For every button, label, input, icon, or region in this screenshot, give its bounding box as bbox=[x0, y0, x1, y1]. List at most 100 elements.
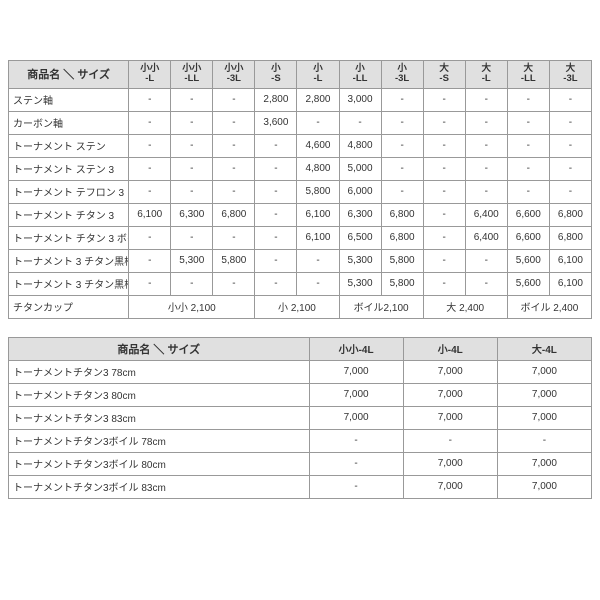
price-cell: - bbox=[507, 88, 549, 111]
price-cell: 5,300 bbox=[339, 272, 381, 295]
price-cell: - bbox=[423, 134, 465, 157]
price-cell: - bbox=[297, 249, 339, 272]
price-cell: - bbox=[213, 88, 255, 111]
size-col: 小-4L bbox=[403, 337, 497, 360]
row-label: トーナメントチタン3 83cm bbox=[9, 406, 310, 429]
price-cell: 6,800 bbox=[549, 203, 591, 226]
price-cell: - bbox=[549, 88, 591, 111]
price-cell: 7,000 bbox=[309, 406, 403, 429]
row-label: ステン軸 bbox=[9, 88, 129, 111]
price-cell: 7,000 bbox=[497, 383, 591, 406]
table-row: トーナメントチタン3 78cm7,0007,0007,000 bbox=[9, 360, 592, 383]
price-cell: 5,300 bbox=[339, 249, 381, 272]
price-cell: 5,000 bbox=[339, 157, 381, 180]
price-cell: 7,000 bbox=[403, 360, 497, 383]
price-cell: 4,800 bbox=[339, 134, 381, 157]
price-cell: 6,400 bbox=[465, 226, 507, 249]
price-table-2: 商品名 ＼ サイズ 小小-4L 小-4L 大-4L トーナメントチタン3 78c… bbox=[8, 337, 592, 499]
size-col: 小-L bbox=[297, 61, 339, 89]
price-cell: 3,000 bbox=[339, 88, 381, 111]
price-cell: - bbox=[381, 111, 423, 134]
price-cell: - bbox=[423, 111, 465, 134]
price-cell: - bbox=[465, 134, 507, 157]
price-cell: - bbox=[423, 249, 465, 272]
header-row: 商品名 ＼ サイズ 小小-L 小小-LL 小小-3L 小-S 小-L 小-LL … bbox=[9, 61, 592, 89]
table-row: トーナメントチタン3ボイル 80cm-7,0007,000 bbox=[9, 452, 592, 475]
size-col: 小-LL bbox=[339, 61, 381, 89]
price-cell: - bbox=[213, 157, 255, 180]
size-col: 大-4L bbox=[497, 337, 591, 360]
price-cell: - bbox=[423, 180, 465, 203]
price-cell: - bbox=[465, 157, 507, 180]
price-cell: - bbox=[255, 180, 297, 203]
row-label: トーナメントチタン3 78cm bbox=[9, 360, 310, 383]
price-cell: - bbox=[213, 180, 255, 203]
cup-group-cell: ボイル 2,400 bbox=[507, 295, 591, 318]
price-cell: 7,000 bbox=[497, 452, 591, 475]
size-col: 大-S bbox=[423, 61, 465, 89]
price-cell: - bbox=[339, 111, 381, 134]
price-cell: 6,600 bbox=[507, 226, 549, 249]
size-col: 小小-LL bbox=[171, 61, 213, 89]
price-cell: 6,000 bbox=[339, 180, 381, 203]
price-cell: 7,000 bbox=[403, 406, 497, 429]
cup-group-cell: 小 2,100 bbox=[255, 295, 339, 318]
price-cell: 5,800 bbox=[381, 249, 423, 272]
price-cell: - bbox=[255, 249, 297, 272]
price-cell: - bbox=[213, 134, 255, 157]
price-cell: 6,100 bbox=[297, 203, 339, 226]
size-col: 大-3L bbox=[549, 61, 591, 89]
price-cell: - bbox=[423, 272, 465, 295]
price-cell: 5,300 bbox=[171, 249, 213, 272]
price-cell: - bbox=[381, 134, 423, 157]
size-col: 大-L bbox=[465, 61, 507, 89]
price-cell: 5,800 bbox=[213, 249, 255, 272]
price-cell: - bbox=[549, 180, 591, 203]
table-row: トーナメント チタン 3 ボイル----6,1006,5006,800-6,40… bbox=[9, 226, 592, 249]
row-label: トーナメント 3 チタン黒柄 ボイル bbox=[9, 272, 129, 295]
price-cell: - bbox=[549, 157, 591, 180]
size-col: 小小-4L bbox=[309, 337, 403, 360]
price-cell: 6,100 bbox=[129, 203, 171, 226]
price-cell: - bbox=[381, 180, 423, 203]
price-cell: 6,500 bbox=[339, 226, 381, 249]
price-cell: - bbox=[129, 226, 171, 249]
row-label: トーナメント ステン bbox=[9, 134, 129, 157]
price-cell: - bbox=[423, 203, 465, 226]
price-cell: 5,800 bbox=[381, 272, 423, 295]
price-cell: - bbox=[171, 134, 213, 157]
price-cell: 6,300 bbox=[339, 203, 381, 226]
price-cell: 6,100 bbox=[549, 272, 591, 295]
price-cell: - bbox=[465, 249, 507, 272]
price-cell: - bbox=[129, 272, 171, 295]
price-cell: - bbox=[213, 272, 255, 295]
size-col: 小小-L bbox=[129, 61, 171, 89]
price-cell: 7,000 bbox=[403, 475, 497, 498]
row-label: トーナメント ステン 3 bbox=[9, 157, 129, 180]
table-row: トーナメント テフロン 3----5,8006,000----- bbox=[9, 180, 592, 203]
price-cell: - bbox=[129, 111, 171, 134]
price-cell: - bbox=[213, 111, 255, 134]
price-cell: 6,300 bbox=[171, 203, 213, 226]
price-cell: 6,400 bbox=[465, 203, 507, 226]
price-cell: 7,000 bbox=[497, 475, 591, 498]
price-cell: - bbox=[171, 272, 213, 295]
cup-group-cell: ボイル2,100 bbox=[339, 295, 423, 318]
price-cell: - bbox=[129, 134, 171, 157]
price-cell: - bbox=[465, 272, 507, 295]
price-cell: - bbox=[403, 429, 497, 452]
price-cell: - bbox=[213, 226, 255, 249]
price-cell: 6,600 bbox=[507, 203, 549, 226]
header-row: 商品名 ＼ サイズ 小小-4L 小-4L 大-4L bbox=[9, 337, 592, 360]
price-cell: - bbox=[465, 111, 507, 134]
price-cell: - bbox=[381, 88, 423, 111]
table-row: トーナメント 3 チタン黒柄-5,3005,800--5,3005,800--5… bbox=[9, 249, 592, 272]
price-cell: 7,000 bbox=[497, 360, 591, 383]
price-cell: 5,800 bbox=[297, 180, 339, 203]
price-cell: - bbox=[297, 111, 339, 134]
table-row: ステン軸---2,8002,8003,000----- bbox=[9, 88, 592, 111]
price-cell: 3,600 bbox=[255, 111, 297, 134]
price-cell: 5,600 bbox=[507, 249, 549, 272]
table-row: トーナメントチタン3 83cm7,0007,0007,000 bbox=[9, 406, 592, 429]
price-cell: - bbox=[129, 180, 171, 203]
